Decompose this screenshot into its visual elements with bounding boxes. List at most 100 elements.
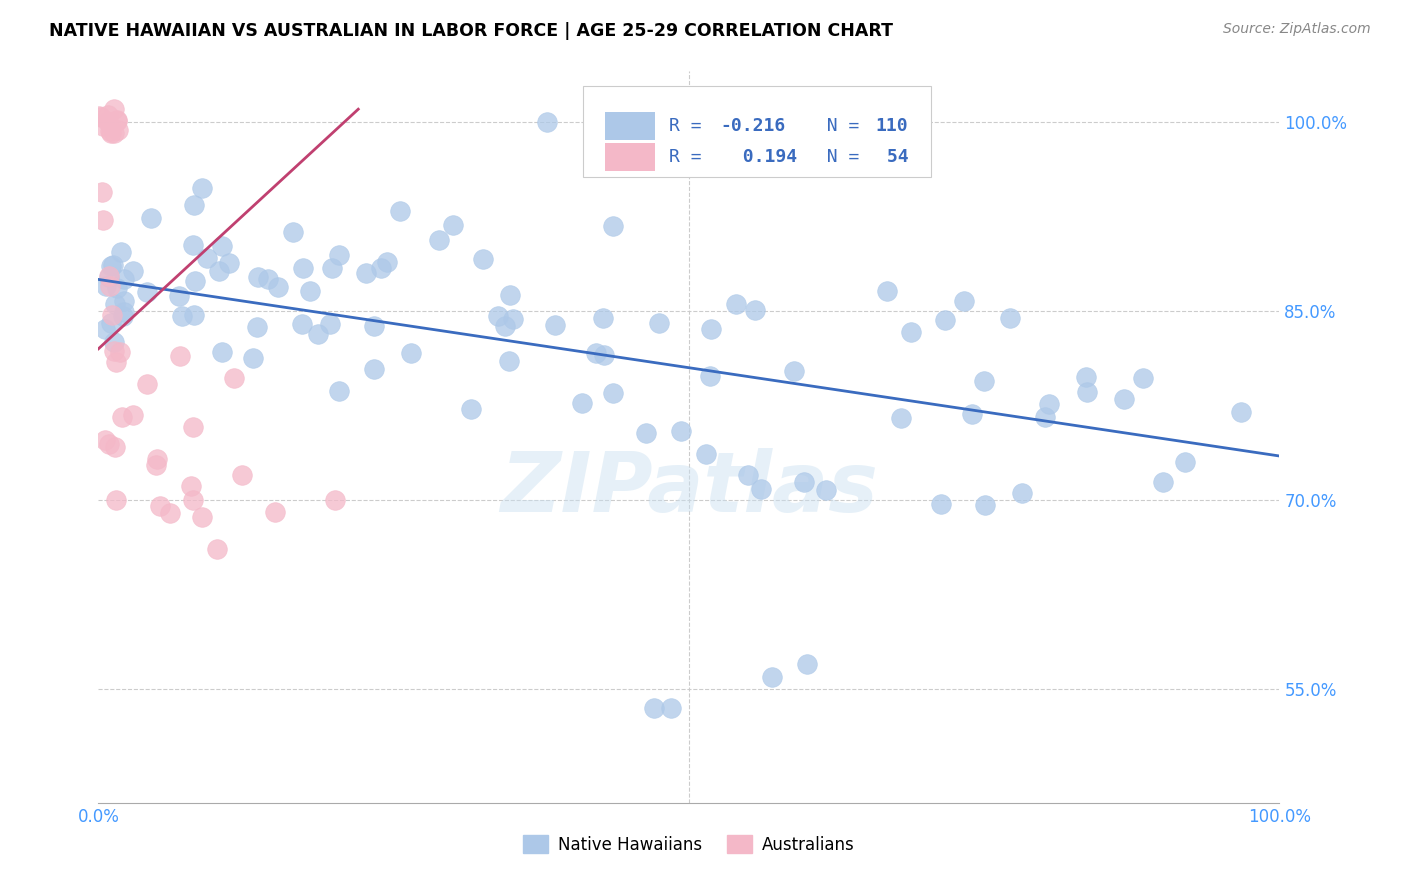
Point <box>263 506 285 520</box>
Point <box>103 126 125 140</box>
Point <box>105 355 128 369</box>
Point <box>749 482 772 496</box>
Point <box>659 701 682 715</box>
Point <box>494 318 516 333</box>
Point <box>929 497 952 511</box>
Point <box>110 245 132 260</box>
Point <box>100 309 122 323</box>
Point <box>1076 384 1098 399</box>
Point <box>149 499 172 513</box>
FancyBboxPatch shape <box>605 112 655 140</box>
Point <box>363 318 385 333</box>
Point <box>190 510 212 524</box>
Point <box>89 109 111 123</box>
Point <box>267 280 290 294</box>
Point <box>725 296 748 310</box>
Point <box>585 345 607 359</box>
Point <box>429 233 451 247</box>
Point <box>98 278 121 293</box>
Point <box>1152 475 1174 489</box>
Point <box>100 259 122 273</box>
Point <box>246 270 269 285</box>
Point <box>90 110 112 124</box>
Point <box>112 310 135 324</box>
Point <box>242 351 264 366</box>
Point <box>321 261 343 276</box>
Point <box>890 411 912 425</box>
Point <box>998 311 1021 326</box>
Point <box>107 122 129 136</box>
Point <box>389 204 412 219</box>
Point <box>695 447 717 461</box>
Point <box>648 316 671 330</box>
Text: R =: R = <box>669 148 713 166</box>
Point <box>900 326 922 340</box>
Point <box>191 180 214 194</box>
Point <box>105 281 128 295</box>
Point <box>1033 409 1056 424</box>
Point <box>104 297 127 311</box>
Point <box>91 120 114 134</box>
Point <box>112 305 135 319</box>
Text: N =: N = <box>804 117 870 136</box>
Point <box>183 198 205 212</box>
Point <box>1074 370 1097 384</box>
Point <box>328 384 350 398</box>
Point <box>256 272 278 286</box>
Point <box>636 425 658 440</box>
Text: 110: 110 <box>876 117 908 136</box>
Point <box>91 212 114 227</box>
Text: NATIVE HAWAIIAN VS AUSTRALIAN IN LABOR FORCE | AGE 25-29 CORRELATION CHART: NATIVE HAWAIIAN VS AUSTRALIAN IN LABOR F… <box>49 22 893 40</box>
Point <box>96 279 118 293</box>
Point <box>1132 371 1154 385</box>
Point <box>197 251 219 265</box>
Point <box>112 272 135 286</box>
Point <box>973 499 995 513</box>
Point <box>145 458 167 472</box>
Point <box>97 268 120 283</box>
Point <box>104 440 127 454</box>
Point <box>90 185 112 199</box>
Point <box>97 107 120 121</box>
Point <box>172 310 194 324</box>
Point <box>472 252 495 267</box>
Point <box>100 316 122 330</box>
Point <box>1174 455 1197 469</box>
Point <box>103 344 125 359</box>
Point <box>180 478 202 492</box>
Point <box>502 311 524 326</box>
Point <box>356 266 378 280</box>
Text: 0.194: 0.194 <box>721 148 797 166</box>
Point <box>122 408 145 422</box>
Point <box>167 288 190 302</box>
Point <box>363 362 385 376</box>
Point <box>93 433 115 447</box>
Point <box>323 493 346 508</box>
Point <box>98 437 121 451</box>
Text: ZIPatlas: ZIPatlas <box>501 448 877 529</box>
Point <box>246 319 269 334</box>
Point <box>105 112 128 127</box>
FancyBboxPatch shape <box>582 86 931 178</box>
Point <box>602 219 624 234</box>
Point <box>105 114 128 128</box>
Point <box>159 507 181 521</box>
Point <box>375 255 398 269</box>
Point <box>1011 486 1033 500</box>
Point <box>669 424 692 438</box>
Point <box>100 126 122 140</box>
Point <box>973 374 995 388</box>
Point <box>205 541 228 556</box>
Point <box>1038 397 1060 411</box>
Point <box>218 256 240 270</box>
Point <box>103 103 125 117</box>
Point <box>181 493 204 508</box>
Text: R =: R = <box>669 117 713 136</box>
Point <box>281 225 304 239</box>
Point <box>699 368 721 383</box>
Point <box>602 385 624 400</box>
Point <box>486 309 509 323</box>
Point <box>146 452 169 467</box>
Point <box>135 285 157 299</box>
Point <box>761 670 783 684</box>
